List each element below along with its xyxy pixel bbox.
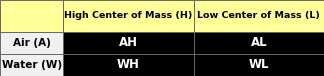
Bar xyxy=(194,32,324,54)
Text: Air (A): Air (A) xyxy=(13,38,51,48)
Bar xyxy=(194,0,324,32)
Bar xyxy=(63,32,194,54)
Text: AH: AH xyxy=(119,36,138,49)
Bar xyxy=(0,0,63,32)
Bar xyxy=(194,54,324,76)
Text: Water (W): Water (W) xyxy=(2,60,62,70)
Text: Low Center of Mass (L): Low Center of Mass (L) xyxy=(197,11,320,20)
Text: WL: WL xyxy=(249,58,269,72)
Bar xyxy=(63,0,194,32)
Bar xyxy=(63,54,194,76)
Text: High Center of Mass (H): High Center of Mass (H) xyxy=(64,11,192,20)
Bar xyxy=(0,32,63,54)
Bar xyxy=(0,54,63,76)
Text: WH: WH xyxy=(117,58,140,72)
Text: AL: AL xyxy=(250,36,267,49)
